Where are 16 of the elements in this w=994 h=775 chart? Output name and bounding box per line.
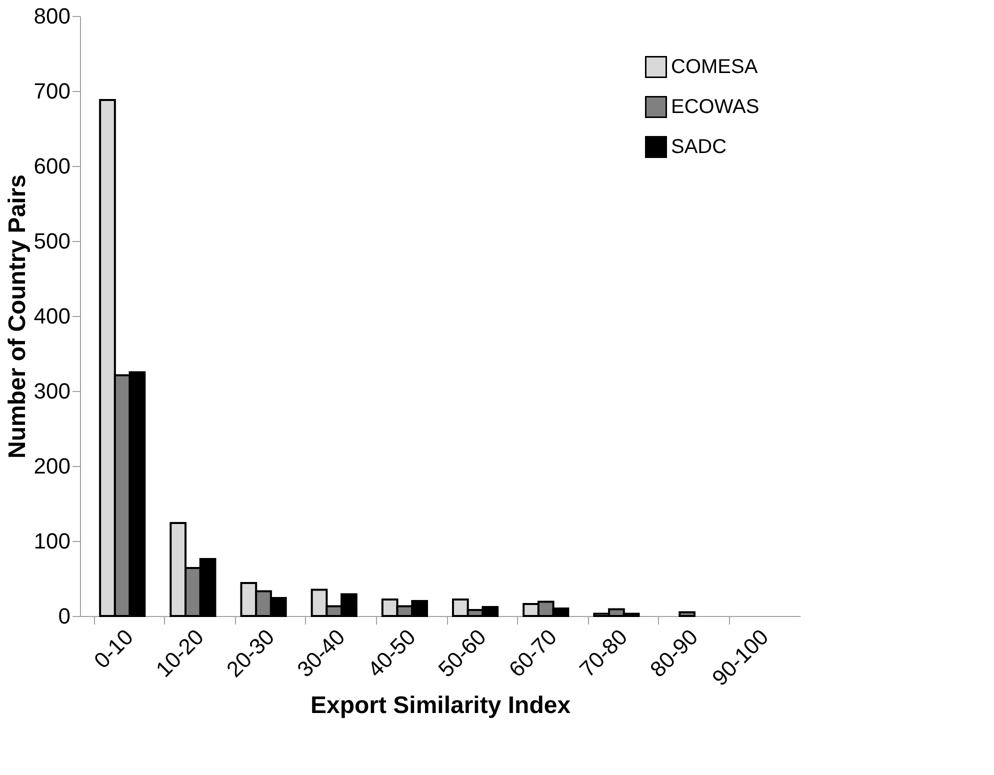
y-axis-title: Number of Country Pairs [4, 174, 31, 459]
x-axis-title: Export Similarity Index [310, 692, 572, 719]
y-tick-label: 700 [34, 78, 70, 104]
legend-label: ECOWAS [671, 96, 760, 118]
x-tick-label: 0-10 [89, 624, 138, 674]
y-tick-label: 300 [34, 378, 70, 404]
y-tick-label: 400 [34, 304, 70, 328]
legend-label: SADC [671, 136, 727, 158]
y-tick-label: 600 [34, 154, 70, 178]
y-tick-label: 0 [58, 604, 70, 628]
y-tick-label: 100 [34, 528, 70, 554]
y-tick-label: 500 [34, 228, 70, 254]
bar [678, 611, 696, 617]
legend-label: COMESA [671, 56, 758, 78]
y-tick-label: 800 [34, 4, 70, 28]
y-tick-label: 200 [34, 454, 70, 478]
